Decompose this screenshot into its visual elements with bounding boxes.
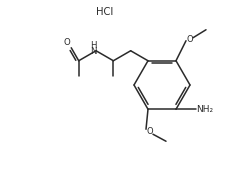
Text: H: H xyxy=(90,41,96,50)
Text: O: O xyxy=(64,38,71,47)
Text: NH₂: NH₂ xyxy=(196,105,214,114)
Text: O: O xyxy=(187,35,193,44)
Text: O: O xyxy=(147,127,153,136)
Text: HCl: HCl xyxy=(96,7,114,17)
Text: N: N xyxy=(90,47,96,56)
